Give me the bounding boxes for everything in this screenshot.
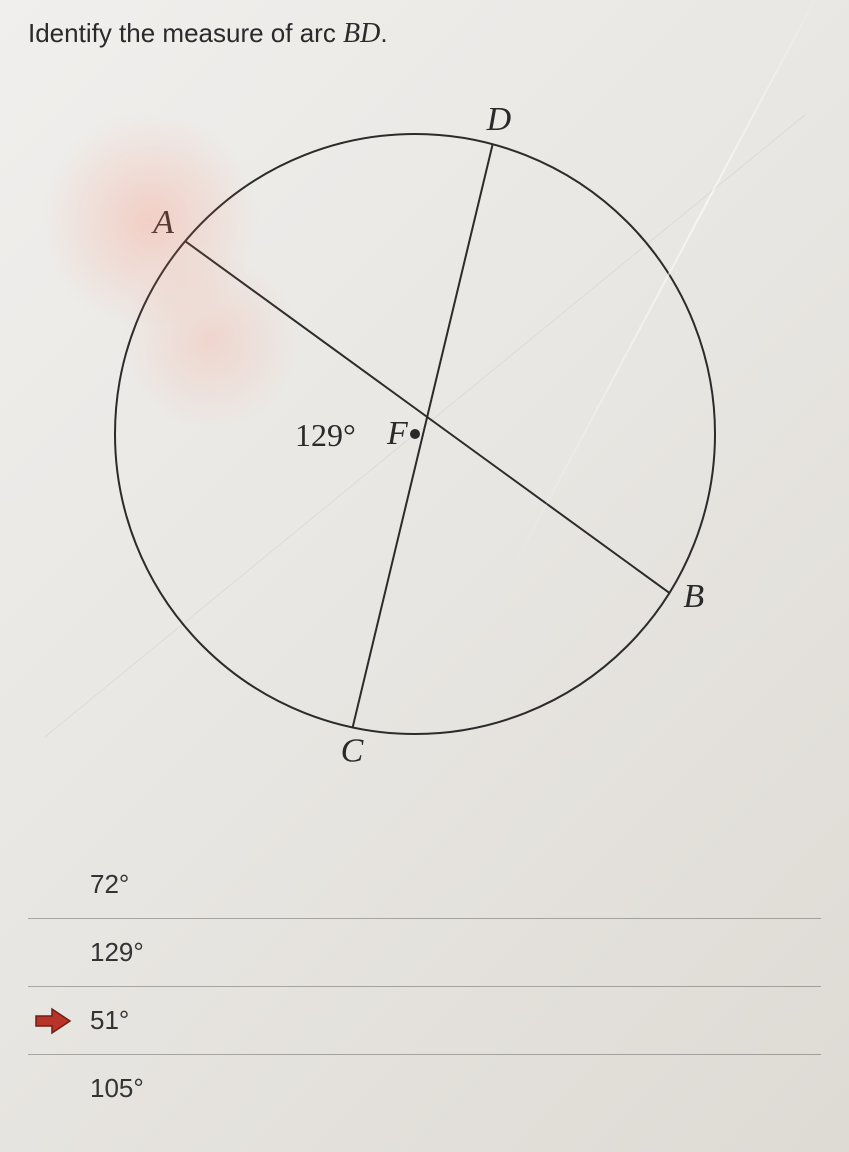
prompt-prefix: Identify the measure of arc [28,18,343,48]
answer-options: 72° 129° 51° 105° [0,851,849,1122]
svg-text:B: B [683,578,704,615]
option-label: 72° [90,869,129,899]
option-label: 51° [90,1005,129,1035]
option-label: 105° [90,1073,144,1103]
svg-text:A: A [151,204,174,241]
option-2[interactable]: 51° [28,986,821,1054]
option-1[interactable]: 129° [28,918,821,986]
option-3[interactable]: 105° [28,1054,821,1122]
svg-text:D: D [485,101,511,138]
prompt-suffix: . [380,18,387,48]
diagram-container: A D B C 129° F [28,74,821,814]
prompt-arc: BD [343,18,380,49]
worksheet-page: Identify the measure of arc BD. A D B C 129°… [0,0,849,1152]
circle-diagram: A D B C 129° F [45,74,805,814]
svg-text:F: F [386,415,409,452]
option-0[interactable]: 72° [28,851,821,918]
question-prompt: Identify the measure of arc BD. [28,18,821,50]
option-label: 129° [90,937,144,967]
svg-text:129°: 129° [295,417,356,453]
selected-arrow-icon [34,1006,74,1036]
svg-text:C: C [340,732,363,769]
